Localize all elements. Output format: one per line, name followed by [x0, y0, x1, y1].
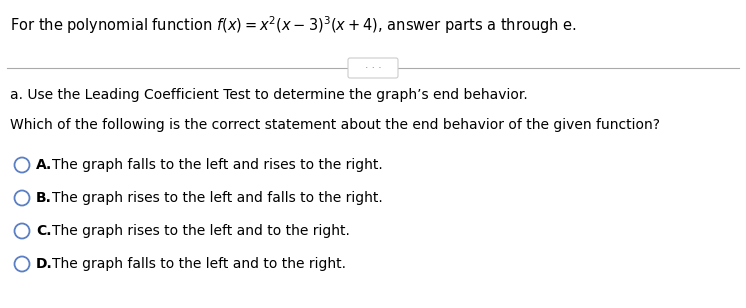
Circle shape — [14, 224, 30, 238]
Text: The graph falls to the left and to the right.: The graph falls to the left and to the r… — [52, 257, 346, 271]
Circle shape — [14, 157, 30, 172]
FancyBboxPatch shape — [348, 58, 398, 78]
Text: The graph falls to the left and rises to the right.: The graph falls to the left and rises to… — [52, 158, 383, 172]
Text: The graph rises to the left and falls to the right.: The graph rises to the left and falls to… — [52, 191, 383, 205]
Text: A.: A. — [36, 158, 52, 172]
Text: The graph rises to the left and to the right.: The graph rises to the left and to the r… — [52, 224, 350, 238]
Circle shape — [14, 191, 30, 205]
Circle shape — [14, 257, 30, 271]
Text: For the polynomial function $f(x)=x^{2}(x-3)^{3}(x+4)$, answer parts a through e: For the polynomial function $f(x)=x^{2}(… — [10, 14, 577, 36]
Text: Which of the following is the correct statement about the end behavior of the gi: Which of the following is the correct st… — [10, 118, 660, 132]
Text: C.: C. — [36, 224, 51, 238]
Text: D.: D. — [36, 257, 53, 271]
Text: · · ·: · · · — [365, 63, 381, 73]
Text: B.: B. — [36, 191, 52, 205]
Text: a. Use the Leading Coefficient Test to determine the graph’s end behavior.: a. Use the Leading Coefficient Test to d… — [10, 88, 527, 102]
